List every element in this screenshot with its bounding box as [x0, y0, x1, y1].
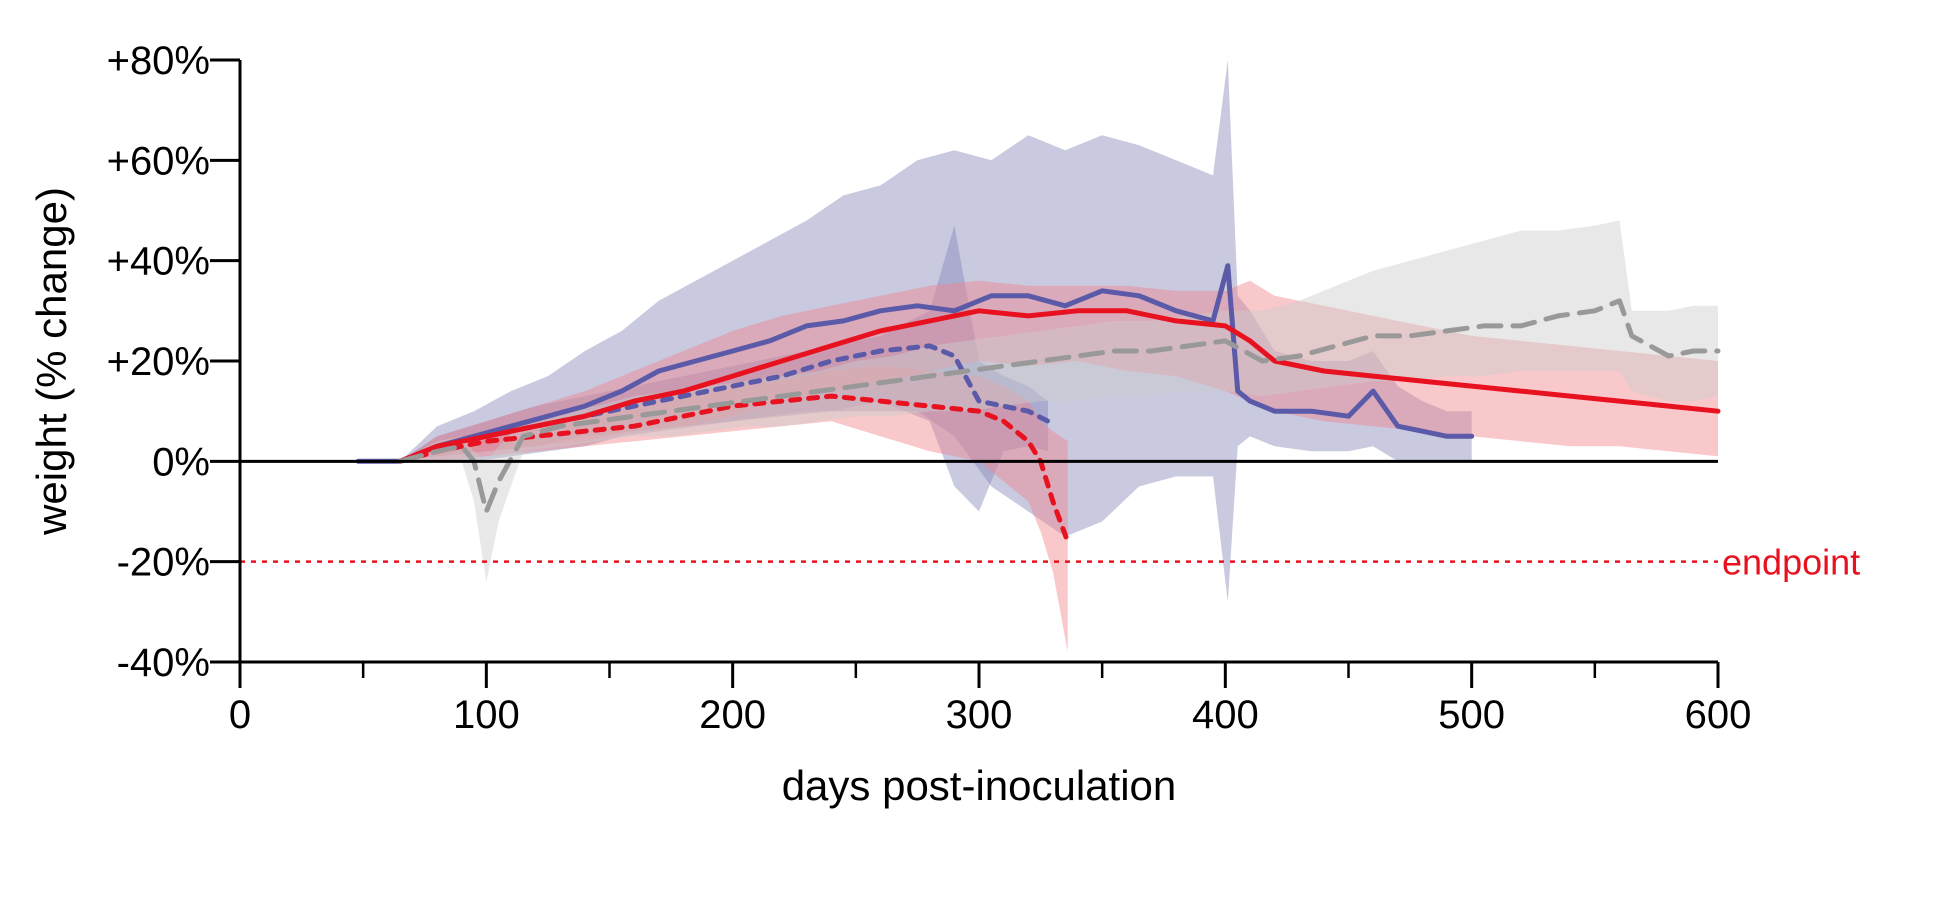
series-5-line	[397, 298, 1721, 514]
series-1-band	[358, 60, 1472, 602]
x-tick-label: 100	[453, 693, 520, 737]
x-tick-label: 400	[1192, 693, 1259, 737]
series-2-band	[400, 225, 1049, 512]
series-5-band	[400, 220, 1719, 582]
y-tick-label: -20%	[117, 541, 210, 585]
endpoint-label: endpoint	[1722, 542, 1860, 583]
series-4-band	[400, 366, 1068, 652]
x-axis-title: days post-inoculation	[782, 762, 1177, 809]
y-tick-label: +80%	[107, 39, 210, 83]
x-tick-label: 300	[946, 693, 1013, 737]
confidence-bands	[358, 60, 1719, 652]
series-1-line	[355, 263, 1475, 464]
x-tick-label: 600	[1685, 693, 1752, 737]
x-axis: 0 100 200 300 400 500 600	[229, 660, 1752, 737]
y-tick-label: +40%	[107, 240, 210, 284]
y-axis-title: weight (% change)	[28, 187, 75, 536]
series-3-line	[397, 308, 1721, 464]
x-tick-label: 500	[1438, 693, 1505, 737]
y-tick-label: -40%	[117, 641, 210, 685]
series-lines	[355, 263, 1721, 545]
y-tick-label: +60%	[107, 139, 210, 183]
y-axis: -40% -20% 0% +20% +40% +60% +80%	[107, 39, 242, 685]
x-tick-label: 0	[229, 693, 251, 737]
y-tick-label: +20%	[107, 340, 210, 384]
x-tick-label: 200	[699, 693, 766, 737]
y-tick-label: 0%	[152, 440, 210, 484]
